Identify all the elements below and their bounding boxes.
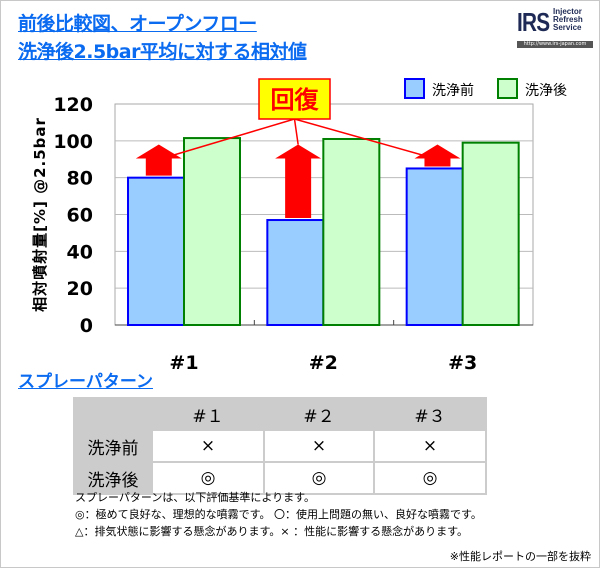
- cell: ×: [375, 431, 485, 461]
- header-cell: #２: [265, 399, 373, 429]
- bar-before: [266, 219, 325, 326]
- y-tick-label: 120: [53, 94, 93, 116]
- header-cell: #１: [153, 399, 263, 429]
- y-tick-label: 0: [80, 315, 93, 337]
- y-tick-label: 100: [53, 131, 93, 153]
- evaluation-notes: スプレーパターンは、以下評価基準によります。 ◎：極めて良好な、理想的な噴霧です…: [75, 489, 482, 540]
- callout-label: 回復: [271, 86, 320, 114]
- callout-line: [293, 118, 299, 145]
- title-line-2[interactable]: 洗浄後2.5bar平均に対する相対値: [18, 41, 307, 63]
- x-tick-label: #3: [448, 352, 477, 371]
- row-label: 洗浄前: [75, 431, 151, 461]
- note-line: △：排気状態に影響する懸念があります。× ：性能に影響する懸念があります。: [75, 525, 468, 538]
- table-row: 洗浄後 ◎ ◎ ◎: [75, 463, 485, 493]
- note-line: ◎：極めて良好な、理想的な噴霧です。 〇：使用上問題の無い、良好な噴霧です。: [75, 508, 482, 521]
- y-tick-label: 20: [67, 278, 93, 300]
- x-tick-label: #2: [309, 352, 338, 371]
- y-tick-label: 60: [67, 205, 93, 227]
- cell: ◎: [265, 463, 373, 493]
- cell: ◎: [375, 463, 485, 493]
- y-tick-label: 80: [67, 168, 93, 190]
- x-tick-label: #1: [169, 352, 198, 371]
- note-line: スプレーパターンは、以下評価基準によります。: [75, 491, 316, 504]
- y-axis-label: 相対噴射量[%] @2.5bar: [31, 117, 49, 312]
- cell: ◎: [153, 463, 263, 493]
- spray-pattern-title[interactable]: スプレーパターン: [18, 372, 153, 392]
- table-row: 洗浄前 × × ×: [75, 431, 485, 461]
- header-cell: [75, 399, 151, 429]
- recovery-arrow: [414, 144, 461, 167]
- cell: ×: [265, 431, 373, 461]
- callout-box: [258, 78, 331, 120]
- legend-label: 洗浄後: [525, 83, 567, 99]
- y-tick-label: 40: [67, 241, 93, 263]
- title-line-1[interactable]: 前後比較図、オープンフロー: [18, 13, 257, 35]
- logo-mark: IRS: [517, 7, 550, 37]
- irs-logo: IRS Injector Refresh Service http://www.ir…: [517, 7, 593, 48]
- legend-label: 洗浄前: [432, 82, 474, 99]
- callout-line: [294, 118, 428, 158]
- header-cell: #３: [375, 399, 485, 429]
- recovery-arrow: [275, 144, 322, 219]
- bar-after: [183, 137, 241, 326]
- legend-swatch: [404, 78, 425, 99]
- cell: ×: [153, 431, 263, 461]
- bar-before: [405, 167, 464, 327]
- bar-after: [461, 141, 520, 326]
- logo-url: http://www.irs-japan.com: [517, 41, 593, 48]
- footnote: ※性能レポートの一部を抜粋: [449, 550, 591, 563]
- bar-before: [127, 176, 185, 326]
- table-header-row: #１ #２ #３: [75, 399, 485, 429]
- legend-swatch: [497, 78, 518, 99]
- callout-line: [168, 118, 295, 158]
- logo-name: Injector Refresh Service: [553, 7, 583, 32]
- recovery-arrow: [135, 144, 182, 176]
- row-label: 洗浄後: [75, 463, 151, 493]
- bar-after: [322, 137, 381, 326]
- spray-pattern-table: #１ #２ #３ 洗浄前 × × × 洗浄後 ◎ ◎ ◎: [73, 397, 487, 495]
